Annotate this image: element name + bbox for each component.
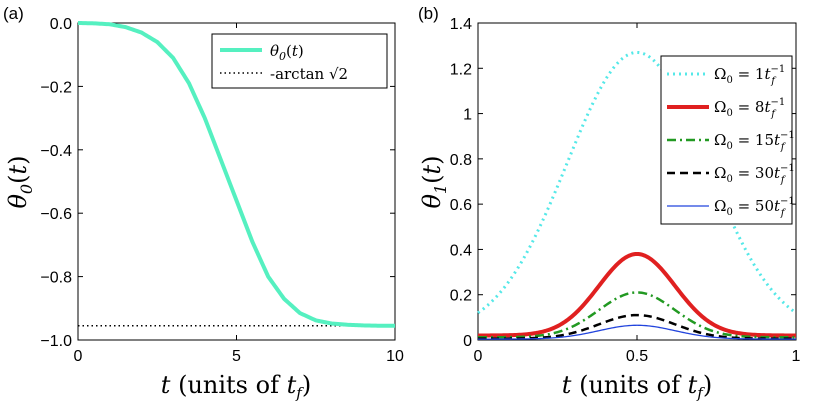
chart-b-ylabel: θ1(t) [418,155,450,208]
chart-b-ytick-label: 1 [463,107,472,124]
chart-a-ytick-label: −0.4 [40,143,72,160]
chart-b-ytick-label: 1.2 [450,61,472,78]
chart-b-legend-items: Ω0 = 1t−1 f Ω0 = 8t−1 f Ω0 = 15t−1 f Ω0 = 30t−… [667,64,795,219]
series-omega-50-line [478,324,796,340]
panel-label-a: (a) [3,4,24,23]
chart-a-ytick-label: −0.2 [40,79,72,96]
legend-b-omega-50-label: Ω0 = 50t−1 f [714,196,795,219]
chart-b-xlabel: t (units of tf) [562,371,712,402]
chart-b-ytick-label: 0.8 [450,152,472,169]
chart-b-xtick-label: 0 [474,348,483,365]
chart-a-xtick-label: 10 [386,348,404,365]
legend-b-omega-30-label: Ω0 = 30t−1 f [714,163,795,186]
chart-a-series [77,21,395,328]
chart-a-ytick-label: −0.8 [40,270,72,287]
chart-a-ylabel: θ0(t) [4,155,36,208]
chart-b-ytick-label: 1.4 [450,16,472,33]
series-omega-15-line [478,291,796,339]
chart-a-ytick-label: −0.6 [40,206,72,223]
chart-a: 0 5 10 0.0 −0.2 −0.4 −0.6 −0.8 −1.0 θ0(t) -arcta… [4,16,404,402]
panel-label-b: (b) [418,4,439,23]
chart-b-ticks: 0 0.5 1 0 0.2 0.4 0.6 0.8 1 1.2 1.4 [450,16,801,365]
series-omega-8-line [478,251,796,338]
chart-a-xtick-label: 0 [74,348,83,365]
chart-b-xtick-label: 1 [792,348,801,365]
chart-a-xlabel: t (units of tf) [161,371,311,402]
chart-b: 0 0.5 100.20.40.60.811.21.4 Ω0 = 1t−1 fΩ0 =… [418,16,801,402]
chart-b-xtick-label: 0.5 [626,348,648,365]
legend-a-arctan-label: -arctan √2 [270,65,348,83]
series-omega-30-line [478,313,796,340]
chart-b-legend [660,55,793,225]
chart-b-ytick-label: 0.4 [450,242,472,259]
legend-b-omega-1-label: Ω0 = 1t−1 f [714,64,785,87]
legend-b-omega-8-label: Ω0 = 8t−1 f [714,97,785,120]
chart-b-ytick-label: 0.2 [450,288,472,305]
chart-b-ytick-label: 0.6 [450,197,472,214]
series-theta0-line [77,21,395,328]
chart-a-xtick-label: 5 [232,348,241,365]
chart-b-ytick-label: 0 [463,333,472,350]
chart-a-legend [211,33,388,89]
chart-a-ticks: 0 5 10 0.0 −0.2 −0.4 −0.6 −0.8 −1.0 [40,16,404,365]
chart-b-series [477,50,797,340]
legend-a-theta0-label: θ0(t) [270,42,304,63]
legend-b-omega-15-label: Ω0 = 15t−1 f [714,130,795,153]
chart-a-ytick-label: −1.0 [40,333,72,350]
chart-a-ytick-label: 0.0 [50,16,72,33]
